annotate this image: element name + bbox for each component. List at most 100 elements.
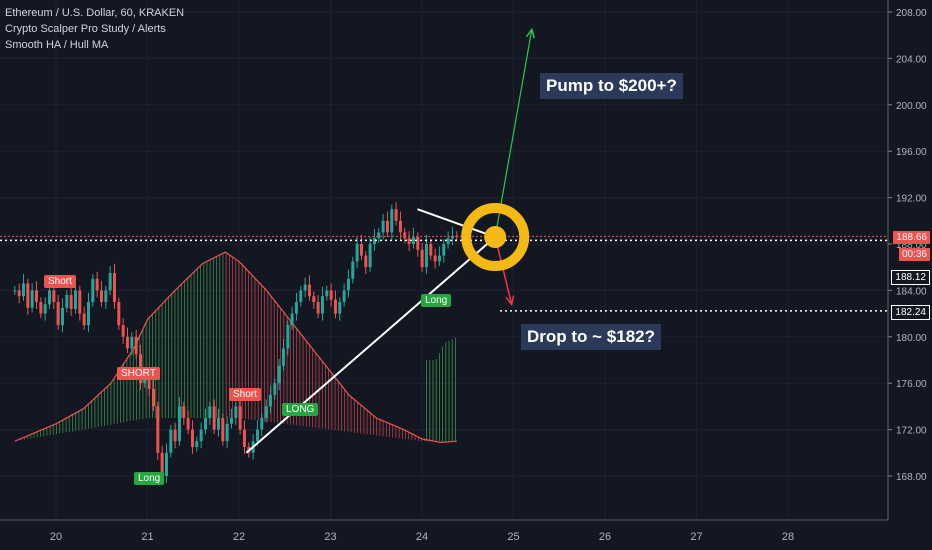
drop-callout: Drop to ~ $182? [521, 324, 662, 350]
x-tick-label: 28 [782, 531, 794, 543]
x-tick-label: 24 [416, 531, 428, 543]
candle-body [169, 429, 173, 453]
target-price-label: 182.24 [891, 305, 930, 320]
candle-body [281, 348, 285, 366]
candle-body [208, 406, 212, 418]
candle-body [437, 255, 441, 262]
candle-body [173, 429, 177, 442]
candle-body [78, 290, 82, 314]
y-tick-label: 168.00 [896, 472, 927, 483]
candle-body [52, 290, 56, 302]
candle-body [86, 302, 90, 326]
candle-body [199, 429, 203, 442]
candle-body [125, 336, 129, 349]
y-tick-label: 188.00 [896, 240, 927, 251]
x-tick-label: 22 [233, 531, 245, 543]
candle-body [143, 377, 147, 384]
y-tick-label: 176.00 [896, 379, 927, 390]
y-tick-label: 192.00 [896, 194, 927, 205]
candle-body [91, 278, 95, 302]
signal-long: Long [134, 472, 165, 485]
candle-body [394, 209, 398, 221]
candle-body [320, 296, 324, 314]
candle-body [433, 255, 437, 262]
candle-body [420, 249, 424, 268]
candle-body [134, 336, 138, 355]
candle-body [424, 244, 428, 268]
candle-body [381, 220, 385, 233]
candle-body [190, 429, 194, 447]
rising-trendline [245, 236, 496, 454]
candle-body [429, 244, 433, 256]
candle-body [177, 406, 181, 442]
candle-body [108, 273, 112, 291]
candle-body [60, 307, 64, 326]
current-price-label: 188.66 [893, 231, 930, 244]
candle-body [411, 237, 415, 244]
candle-body [43, 304, 47, 314]
candle-body [229, 418, 233, 424]
candle-body [403, 232, 407, 239]
bear-arrow-head [505, 295, 515, 306]
candle-body [13, 290, 17, 292]
candle-body [26, 283, 30, 308]
x-tick-label: 26 [599, 531, 611, 543]
candle-body [221, 418, 225, 442]
y-tick-label: 172.00 [896, 426, 927, 437]
candle-body [277, 365, 281, 384]
bear-arrow-line [494, 236, 513, 305]
candle-body [255, 429, 259, 442]
signal-long: LONG [282, 403, 319, 416]
y-tick-label: 208.00 [896, 8, 927, 19]
candle-body [416, 237, 420, 250]
candle-body [338, 302, 342, 314]
candle-body [294, 302, 298, 314]
x-tick-label: 23 [324, 531, 336, 543]
candle-body [21, 283, 25, 297]
candle-body [73, 290, 77, 309]
candle-body [69, 295, 73, 309]
legend-symbol: Ethereum / U.S. Dollar, 60, KRAKEN [5, 7, 185, 19]
legend-study: Crypto Scalper Pro Study / Alerts [5, 23, 166, 35]
candle-body [212, 406, 216, 430]
candle-body [130, 336, 134, 349]
candle-body [156, 406, 160, 453]
y-tick-label: 196.00 [896, 147, 927, 158]
countdown-label: 00:36 [898, 248, 930, 261]
candle-body [398, 220, 402, 233]
y-tick-label: 180.00 [896, 333, 927, 344]
candle-body [34, 290, 38, 302]
candle-body [39, 302, 43, 314]
y-tick-label: 200.00 [896, 101, 927, 112]
candle-body [95, 278, 99, 291]
candle-body [342, 290, 346, 302]
candle-body [242, 429, 246, 447]
candle-body [182, 406, 186, 418]
hline-price-label: 188.12 [891, 270, 930, 285]
candle-body [407, 238, 411, 244]
candle-body [65, 295, 69, 308]
candle-body [203, 418, 207, 430]
bull-arrow-head [525, 27, 535, 39]
x-tick-label: 21 [141, 531, 153, 543]
chart-legend: Ethereum / U.S. Dollar, 60, KRAKEN Crypt… [5, 5, 184, 53]
candle-body [303, 284, 307, 291]
pump-callout: Pump to $200+? [540, 73, 683, 99]
falling-trendline [417, 208, 496, 238]
candle-body [186, 418, 190, 430]
candle-body [234, 406, 238, 418]
candle-body [104, 290, 108, 302]
candle-body [160, 452, 164, 476]
candle-body [372, 238, 376, 244]
x-tick-label: 20 [50, 531, 62, 543]
hull-ma-line [14, 251, 457, 444]
candle-body [355, 244, 359, 262]
candle-body [121, 325, 125, 337]
candle-body [151, 389, 155, 407]
candle-body [307, 284, 311, 297]
candle-body [329, 290, 333, 300]
candle-body [216, 418, 220, 430]
candle-body [299, 290, 303, 302]
